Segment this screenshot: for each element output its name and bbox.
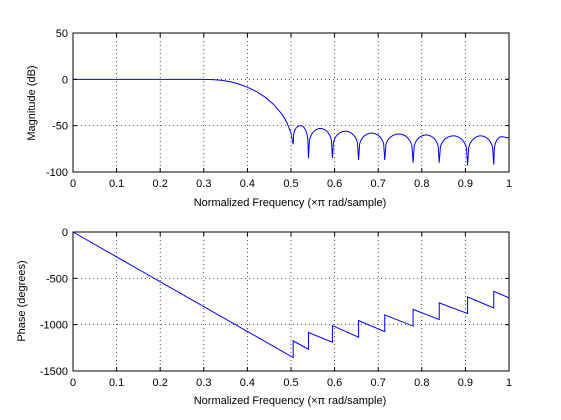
magnitude-xtick-label: 0.8 — [414, 178, 429, 190]
phase-ytick-label: -1500 — [40, 366, 68, 378]
magnitude-xtick-label: 0.3 — [196, 178, 211, 190]
phase-ylabel: Phase (degrees) — [16, 260, 28, 341]
magnitude-ytick-label: -100 — [46, 167, 68, 179]
phase-ytick-label: -500 — [46, 273, 68, 285]
phase-xtick-label: 1 — [506, 377, 512, 389]
magnitude-ytick-label: 0 — [62, 74, 68, 86]
magnitude-ytick-label: -50 — [52, 121, 68, 133]
magnitude-ytick-label: 50 — [56, 28, 68, 40]
magnitude-xtick-label: 0.6 — [327, 178, 342, 190]
phase-xtick-label: 0.3 — [196, 377, 211, 389]
phase-xtick-label: 0.9 — [458, 377, 473, 389]
magnitude-axes-background — [73, 33, 509, 172]
magnitude-plot: Normalized Frequency (×π rad/sample) Mag… — [26, 28, 512, 209]
phase-response-line — [72, 231, 510, 359]
phase-xtick-label: 0.1 — [109, 377, 124, 389]
magnitude-xtick-label: 0.5 — [283, 178, 298, 190]
phase-plot: Normalized Frequency (×π rad/sample) Pha… — [16, 227, 512, 407]
phase-ytick-label: 0 — [62, 227, 68, 239]
phase-xtick-label: 0.5 — [283, 377, 298, 389]
magnitude-ylabel: Magnitude (dB) — [26, 65, 38, 140]
magnitude-xtick-label: 0.7 — [371, 178, 386, 190]
phase-xtick-label: 0.4 — [240, 377, 255, 389]
magnitude-xtick-label: 1 — [506, 178, 512, 190]
phase-xtick-label: 0.6 — [327, 377, 342, 389]
magnitude-response-line — [73, 78, 510, 166]
magnitude-xtick-label: 0.2 — [153, 178, 168, 190]
phase-xtick-label: 0 — [70, 377, 76, 389]
phase-ytick-label: -1000 — [40, 320, 68, 332]
magnitude-xtick-label: 0.1 — [109, 178, 124, 190]
magnitude-xtick-label: 0.4 — [240, 178, 255, 190]
magnitude-xtick-label: 0.9 — [458, 178, 473, 190]
phase-xtick-label: 0.7 — [371, 377, 386, 389]
magnitude-xlabel: Normalized Frequency (×π rad/sample) — [194, 197, 387, 209]
phase-axes-background — [73, 232, 509, 371]
phase-xtick-label: 0.8 — [414, 377, 429, 389]
phase-xlabel: Normalized Frequency (×π rad/sample) — [194, 395, 387, 407]
phase-xtick-label: 0.2 — [153, 377, 168, 389]
magnitude-xtick-label: 0 — [70, 178, 76, 190]
